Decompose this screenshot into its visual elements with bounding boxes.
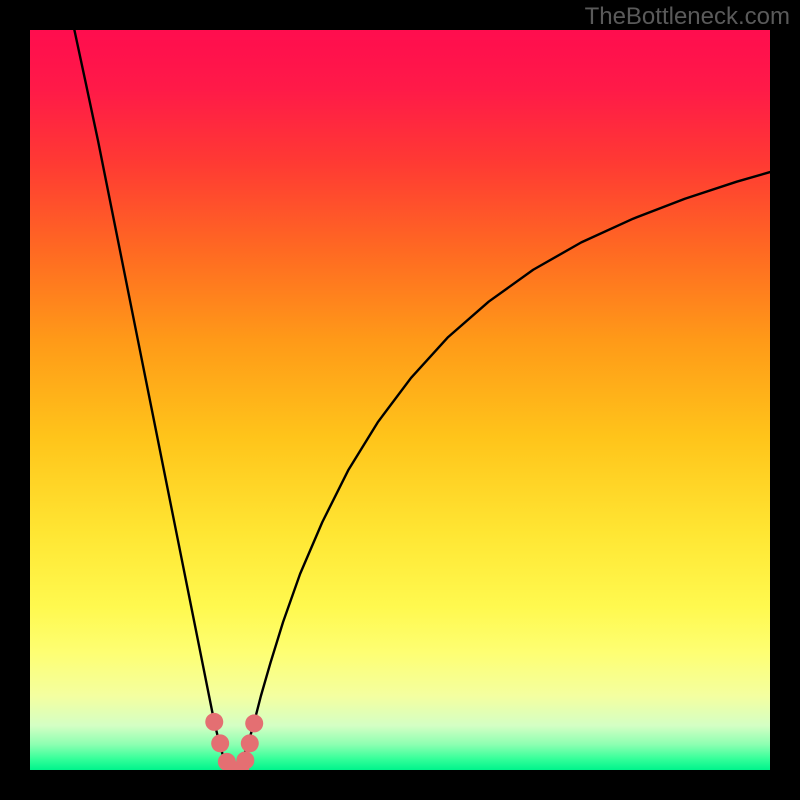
plot-area [30, 30, 770, 770]
marker-dot [205, 713, 223, 731]
marker-dot [241, 734, 259, 752]
marker-dot [211, 734, 229, 752]
marker-dot [236, 751, 254, 769]
marker-dot [245, 714, 263, 732]
source-label: TheBottleneck.com [585, 3, 790, 30]
bottleneck-chart: TheBottleneck.com [0, 0, 800, 800]
chart-svg: TheBottleneck.com [0, 0, 800, 800]
